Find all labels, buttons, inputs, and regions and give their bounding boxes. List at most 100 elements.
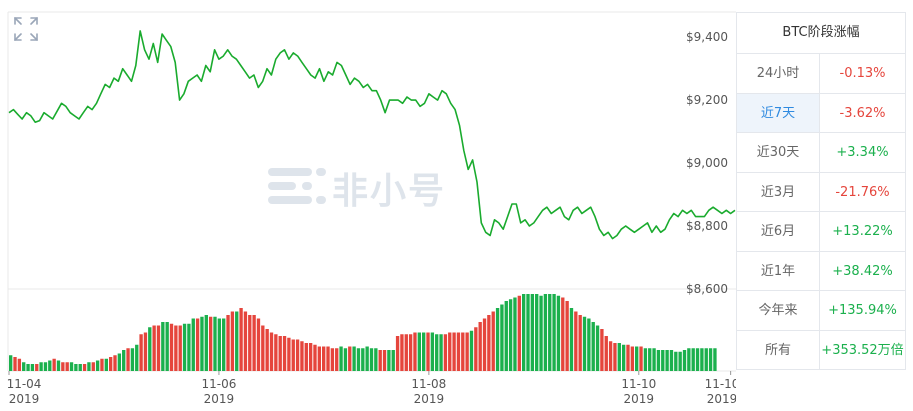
volume-bar <box>508 299 513 371</box>
y-tick-label: $9,000 <box>686 156 728 170</box>
volume-bar <box>322 346 326 371</box>
volume-bar <box>400 334 404 371</box>
volume-bar <box>408 334 413 371</box>
volume-bar <box>695 348 700 371</box>
y-tick-label: $9,400 <box>686 30 728 44</box>
volume-bar <box>369 348 374 371</box>
volume-bar <box>643 348 648 371</box>
volume-bar <box>426 332 430 371</box>
period-row[interactable]: 近6月 +13.22% <box>737 212 905 252</box>
volume-bar <box>69 362 74 371</box>
volume-bar <box>39 362 43 371</box>
volume-bar <box>704 348 708 371</box>
volume-bar <box>13 357 17 371</box>
volume-bar <box>461 332 465 371</box>
chart-svg: $9,400$9,200$9,000$8,800$8,60011-0420191… <box>7 11 736 406</box>
price-chart[interactable]: $9,400 $9,200 $9,000 $8,800 $8,600 11-04 2019 1… <box>0 0 736 411</box>
volume-bar <box>343 348 348 371</box>
volume-bar <box>374 348 378 371</box>
volume-bar <box>274 334 278 371</box>
watermark-logo-icon <box>268 168 326 204</box>
x-tick-year: 2019 <box>707 392 736 406</box>
x-tick-year: 2019 <box>204 392 235 406</box>
panel-title: BTC阶段涨幅 <box>737 13 905 54</box>
volume-bar <box>156 325 161 371</box>
volume-bar <box>52 358 56 371</box>
volume-bar <box>535 294 539 371</box>
period-row[interactable]: 近30天 +3.34% <box>737 133 905 173</box>
volume-bar <box>282 336 287 371</box>
fullscreen-expand-icon[interactable] <box>12 15 40 43</box>
y-tick-label: $8,600 <box>686 282 728 296</box>
period-change-value: +13.22% <box>832 224 893 239</box>
volume-bar <box>9 355 13 371</box>
volume-bar <box>161 322 165 371</box>
period-label[interactable]: 所有 <box>737 330 820 370</box>
x-tick-date: 11-10 <box>705 377 736 391</box>
period-label[interactable]: 24小时 <box>737 54 820 93</box>
volume-bar <box>222 318 226 371</box>
watermark-text: 非小号 <box>332 171 447 212</box>
volume-bar <box>578 315 582 371</box>
volume-bar <box>378 350 382 371</box>
period-row[interactable]: 今年来 +135.94% <box>737 291 905 331</box>
period-label[interactable]: 近3月 <box>737 172 820 211</box>
volume-bar <box>148 327 152 371</box>
volume-bar <box>300 341 304 371</box>
volume-bar <box>317 346 322 371</box>
volume-bar <box>452 332 456 371</box>
volume-bar <box>35 364 39 371</box>
volume-bar <box>287 337 291 371</box>
volume-bar <box>61 362 65 371</box>
volume-bar <box>521 294 526 371</box>
period-row[interactable]: 近7天 -3.62% <box>737 93 905 133</box>
volume-bar <box>95 360 100 371</box>
volume-bar <box>530 294 535 371</box>
volume-bar <box>217 318 222 371</box>
volume-bar <box>639 346 643 371</box>
volume-bar <box>395 336 400 371</box>
volume-bar <box>556 295 561 371</box>
volume-bar <box>82 364 87 371</box>
y-tick-label: $9,200 <box>686 93 728 107</box>
volume-bar <box>513 297 517 371</box>
volume-bar <box>122 350 126 371</box>
panel-rows: 24小时 -0.13% 近7天 -3.62% 近30天 +3.34% 近3月 -21.76% 近… <box>737 54 905 370</box>
volume-bar <box>443 334 448 371</box>
volume-bar <box>617 343 621 371</box>
period-change-value: -21.76% <box>835 184 890 200</box>
x-tick-year: 2019 <box>624 392 655 406</box>
volume-bar <box>574 311 578 371</box>
volume-bar <box>87 362 91 371</box>
period-label[interactable]: 今年来 <box>737 291 820 330</box>
volume-bar <box>391 350 395 371</box>
period-row[interactable]: 近3月 -21.76% <box>737 172 905 212</box>
period-row[interactable]: 近1年 +38.42% <box>737 251 905 291</box>
volume-bar <box>674 351 678 371</box>
period-label[interactable]: 近7天 <box>737 93 820 132</box>
period-label[interactable]: 近6月 <box>737 212 820 251</box>
volume-bar <box>678 351 682 371</box>
period-row[interactable]: 所有 +353.52万倍 <box>737 330 905 370</box>
volume-bar <box>335 348 339 371</box>
volume-bar <box>135 344 139 371</box>
volume-bar <box>48 360 52 371</box>
period-label[interactable]: 近1年 <box>737 251 820 290</box>
volume-bar <box>74 364 78 371</box>
volume-bar <box>595 325 600 371</box>
volume-bar <box>482 318 487 371</box>
volume-bar <box>256 318 261 371</box>
period-label[interactable]: 近30天 <box>737 133 820 172</box>
volume-bar <box>448 332 452 371</box>
volume-bar <box>608 341 613 371</box>
volume-bar <box>130 348 135 371</box>
period-row[interactable]: 24小时 -0.13% <box>737 54 905 94</box>
period-change-value: +135.94% <box>828 303 897 318</box>
volume-bar <box>269 332 274 371</box>
x-tick-date: 11-04 <box>7 377 42 391</box>
volume-bar <box>265 329 269 371</box>
volume-bar <box>582 316 587 371</box>
volume-bar <box>626 344 630 371</box>
volume-bar <box>600 329 604 371</box>
volume-bar <box>682 350 687 371</box>
